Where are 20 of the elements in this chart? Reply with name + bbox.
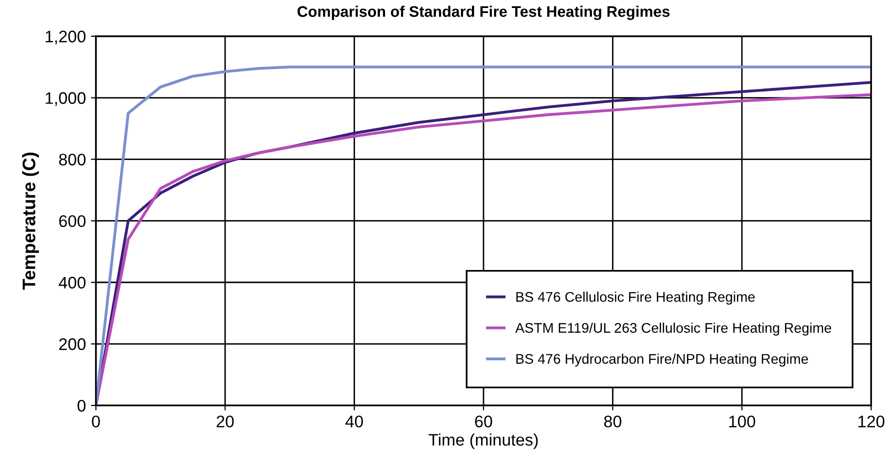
y-tick-label: 800 xyxy=(59,154,86,166)
chart-title: Comparison of Standard Fire Test Heating Regimes xyxy=(298,6,670,20)
y-tick-label: 200 xyxy=(59,338,86,350)
x-tick-label: 120 xyxy=(858,416,884,428)
x-axis-title: Time (minutes) xyxy=(428,433,538,449)
y-axis-title: Temperature (C) xyxy=(22,152,39,290)
legend-label: BS 476 Hydrocarbon Fire/NPD Heating Regime xyxy=(516,354,808,367)
x-tick-label: 100 xyxy=(729,416,756,428)
y-tick-label: 600 xyxy=(59,215,86,228)
legend-label: BS 476 Cellulosic Fire Heating Regime xyxy=(516,292,755,305)
x-tick-label: 40 xyxy=(345,416,363,428)
x-tick-label: 20 xyxy=(216,416,234,428)
x-tick-label: 60 xyxy=(475,416,492,428)
y-tick-label: 400 xyxy=(58,276,86,289)
y-tick-label: 0 xyxy=(78,400,86,412)
x-tick-label: 0 xyxy=(92,416,100,428)
x-tick-label: 80 xyxy=(604,416,622,428)
y-tick-label: 1,200 xyxy=(46,30,86,44)
legend-label: ASTM E119/UL 263 Cellulosic Fire Heating Regime xyxy=(515,322,832,336)
y-tick-label: 1,000 xyxy=(46,92,86,106)
